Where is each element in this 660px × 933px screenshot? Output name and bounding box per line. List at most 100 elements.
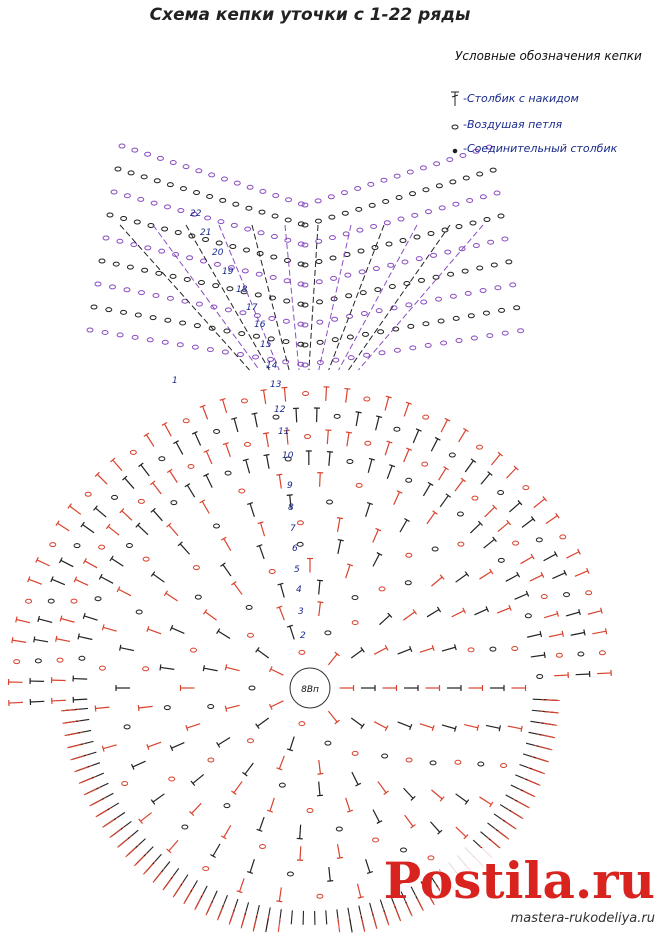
chain-stitch — [155, 270, 163, 276]
stitch — [78, 777, 93, 784]
chain-stitch — [501, 236, 509, 242]
chain-stitch — [448, 452, 456, 458]
chain-stitch — [301, 362, 309, 368]
stitch — [346, 432, 350, 447]
chain-stitch — [585, 590, 593, 596]
chain-stitch — [213, 428, 221, 434]
stitch — [521, 518, 534, 528]
legend-symbols — [451, 91, 459, 154]
stitch-bar — [520, 725, 523, 732]
stitch-bar — [384, 644, 389, 651]
row-label: 11 — [278, 427, 289, 437]
stitch — [372, 809, 381, 823]
stitch — [74, 766, 88, 773]
stitch-bar — [463, 427, 469, 432]
chain-stitch — [461, 268, 469, 274]
chain-stitch — [422, 414, 430, 420]
stitch-bar — [189, 810, 195, 816]
chain-stitch — [498, 307, 506, 313]
stitch-bar — [553, 551, 558, 557]
stitch — [168, 524, 179, 537]
chain-stitch — [405, 757, 413, 763]
stitch — [351, 771, 359, 785]
stitch — [270, 668, 284, 676]
chain-stitch — [255, 271, 263, 277]
chain-stitch — [254, 292, 262, 298]
stitch-bar — [276, 605, 283, 609]
chain-stitch — [123, 724, 131, 730]
stitch — [95, 507, 107, 518]
chain-stitch — [511, 646, 519, 652]
stitch — [327, 653, 338, 666]
stitch-bar — [368, 457, 375, 461]
stitch — [441, 646, 456, 652]
chain-stitch — [476, 265, 484, 271]
fan-column — [152, 224, 260, 371]
row-label: 6 — [292, 544, 298, 554]
stitch-bar — [150, 571, 156, 577]
stitch — [124, 477, 135, 489]
chain-stitch — [385, 241, 393, 247]
stitch — [194, 897, 202, 911]
stitch-bar — [464, 571, 470, 577]
chain-stitch — [284, 456, 292, 462]
stitch — [223, 538, 232, 552]
chain-stitch — [483, 217, 491, 222]
chain-stitch — [457, 541, 465, 547]
watermark-site: mastera-rukodeliya.ru — [511, 911, 655, 926]
stitch — [345, 388, 349, 403]
stitch — [286, 430, 289, 445]
chain-stitch — [433, 161, 441, 167]
chain-stitch — [437, 318, 445, 324]
chain-stitch — [493, 190, 501, 196]
stitch — [522, 790, 536, 798]
stitch-bar — [55, 635, 58, 642]
chain-stitch — [34, 658, 42, 664]
chain-stitch — [360, 311, 368, 317]
chain-stitch — [210, 304, 218, 310]
chain-stitch — [536, 674, 544, 680]
chain-stitch — [490, 262, 498, 268]
chain-stitch — [387, 262, 395, 268]
stitch — [205, 450, 213, 465]
chain-stitch — [324, 630, 332, 636]
chain-stitch — [197, 280, 205, 286]
chain-stitch — [297, 321, 305, 327]
chain-stitch — [427, 855, 435, 861]
stitch-bar — [255, 647, 260, 653]
stitch — [38, 618, 53, 623]
chain-stitch — [297, 341, 305, 347]
stitch — [377, 781, 387, 794]
chain-stitch — [297, 361, 305, 367]
chain-stitch — [135, 609, 143, 615]
stitch — [356, 883, 362, 898]
stitch — [75, 578, 89, 586]
chain-stitch — [258, 209, 266, 215]
stitch — [217, 736, 231, 746]
stitch-bar — [219, 398, 226, 401]
stitch — [497, 522, 510, 532]
chain-stitch — [301, 242, 309, 248]
chain-stitch — [149, 315, 157, 321]
stitch — [216, 907, 224, 921]
stitch — [337, 540, 342, 554]
stitch — [12, 639, 27, 643]
chain-stitch — [378, 586, 386, 592]
row-label: 4 — [296, 585, 302, 595]
stitch — [379, 614, 391, 626]
chain-stitch — [355, 482, 363, 488]
stitch — [497, 830, 510, 840]
chain-stitch — [314, 198, 322, 204]
stitch-bar — [135, 522, 141, 528]
chain-stitch — [374, 287, 382, 293]
chain-stitch — [192, 565, 200, 571]
row-label: 19 — [222, 267, 234, 277]
stitch — [221, 399, 228, 414]
chain-stitch — [238, 331, 246, 337]
chain-stitch — [282, 359, 290, 365]
stitch — [570, 631, 585, 636]
chain-stitch — [438, 205, 446, 211]
stitch-bar — [357, 896, 364, 899]
stitch — [265, 918, 269, 933]
stitch-bar — [231, 790, 237, 796]
